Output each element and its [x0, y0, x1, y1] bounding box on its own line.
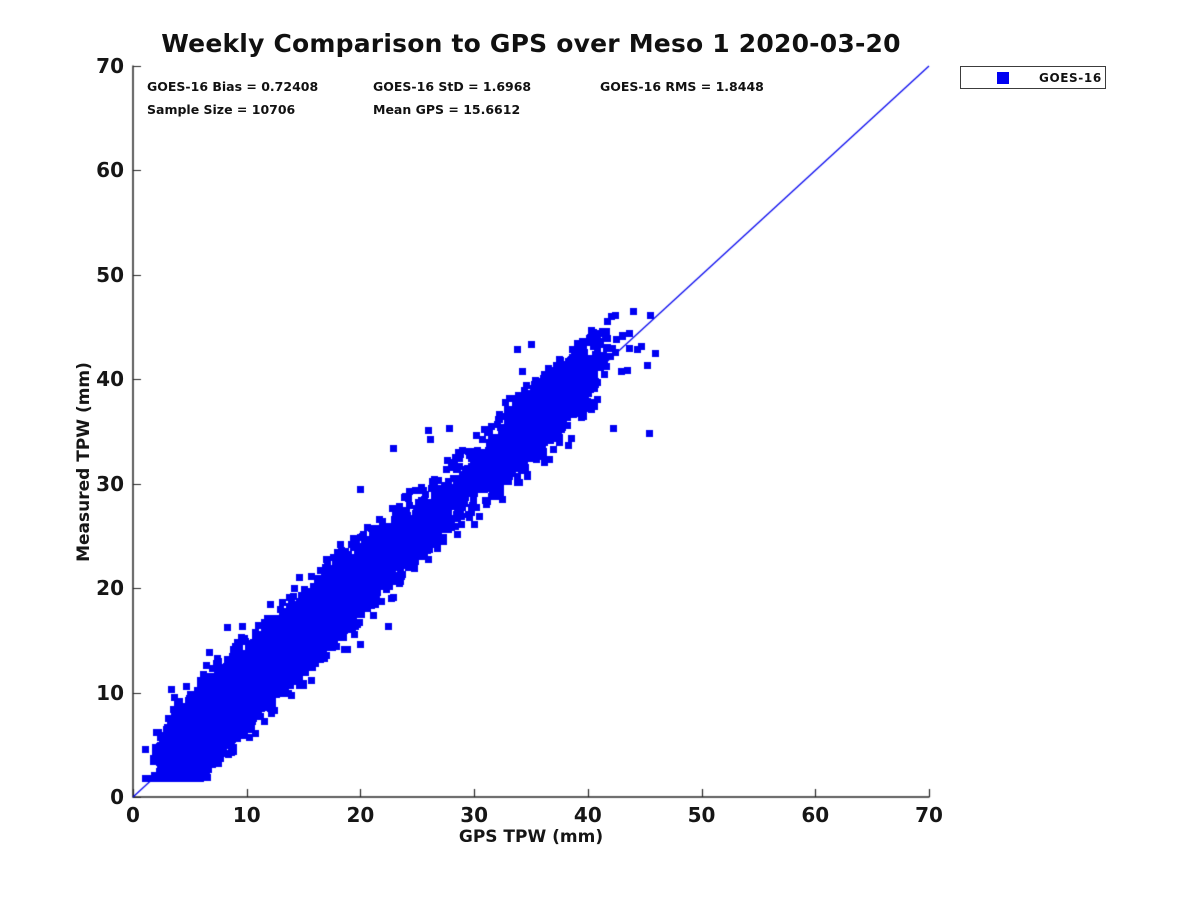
y-tick-label: 30: [96, 471, 124, 496]
x-tick-label: 30: [460, 803, 489, 827]
chart-title: Weekly Comparison to GPS over Meso 1 202…: [161, 29, 901, 58]
y-tick-label: 40: [96, 367, 124, 392]
y-tick-label: 60: [96, 158, 124, 183]
legend: GOES-16: [960, 66, 1106, 89]
x-tick-label: 0: [126, 803, 140, 827]
y-tick-label: 20: [96, 576, 124, 601]
stat-bias: GOES-16 Bias = 0.72408: [147, 79, 319, 94]
y-tick-label: 70: [96, 54, 124, 78]
stat-sample-size: Sample Size = 10706: [147, 102, 296, 117]
legend-marker-icon: [997, 72, 1009, 84]
x-tick-label: 70: [915, 803, 943, 827]
y-tick-label: 0: [110, 785, 124, 809]
x-tick-label: 50: [687, 803, 716, 827]
x-tick-label: 20: [346, 803, 375, 827]
stat-std: GOES-16 StD = 1.6968: [373, 79, 532, 94]
x-tick-label: 60: [801, 803, 830, 827]
x-tick-label: 40: [573, 803, 602, 827]
stat-mean-gps: Mean GPS = 15.6612: [373, 102, 521, 117]
stat-rms: GOES-16 RMS = 1.8448: [600, 79, 764, 94]
y-tick-label: 10: [96, 680, 124, 705]
legend-label: GOES-16: [1039, 71, 1102, 85]
y-axis-label: Measured TPW (mm): [74, 362, 94, 562]
x-tick-label: 10: [232, 803, 261, 827]
x-axis-label: GPS TPW (mm): [458, 827, 604, 847]
y-tick-label: 50: [96, 262, 124, 287]
